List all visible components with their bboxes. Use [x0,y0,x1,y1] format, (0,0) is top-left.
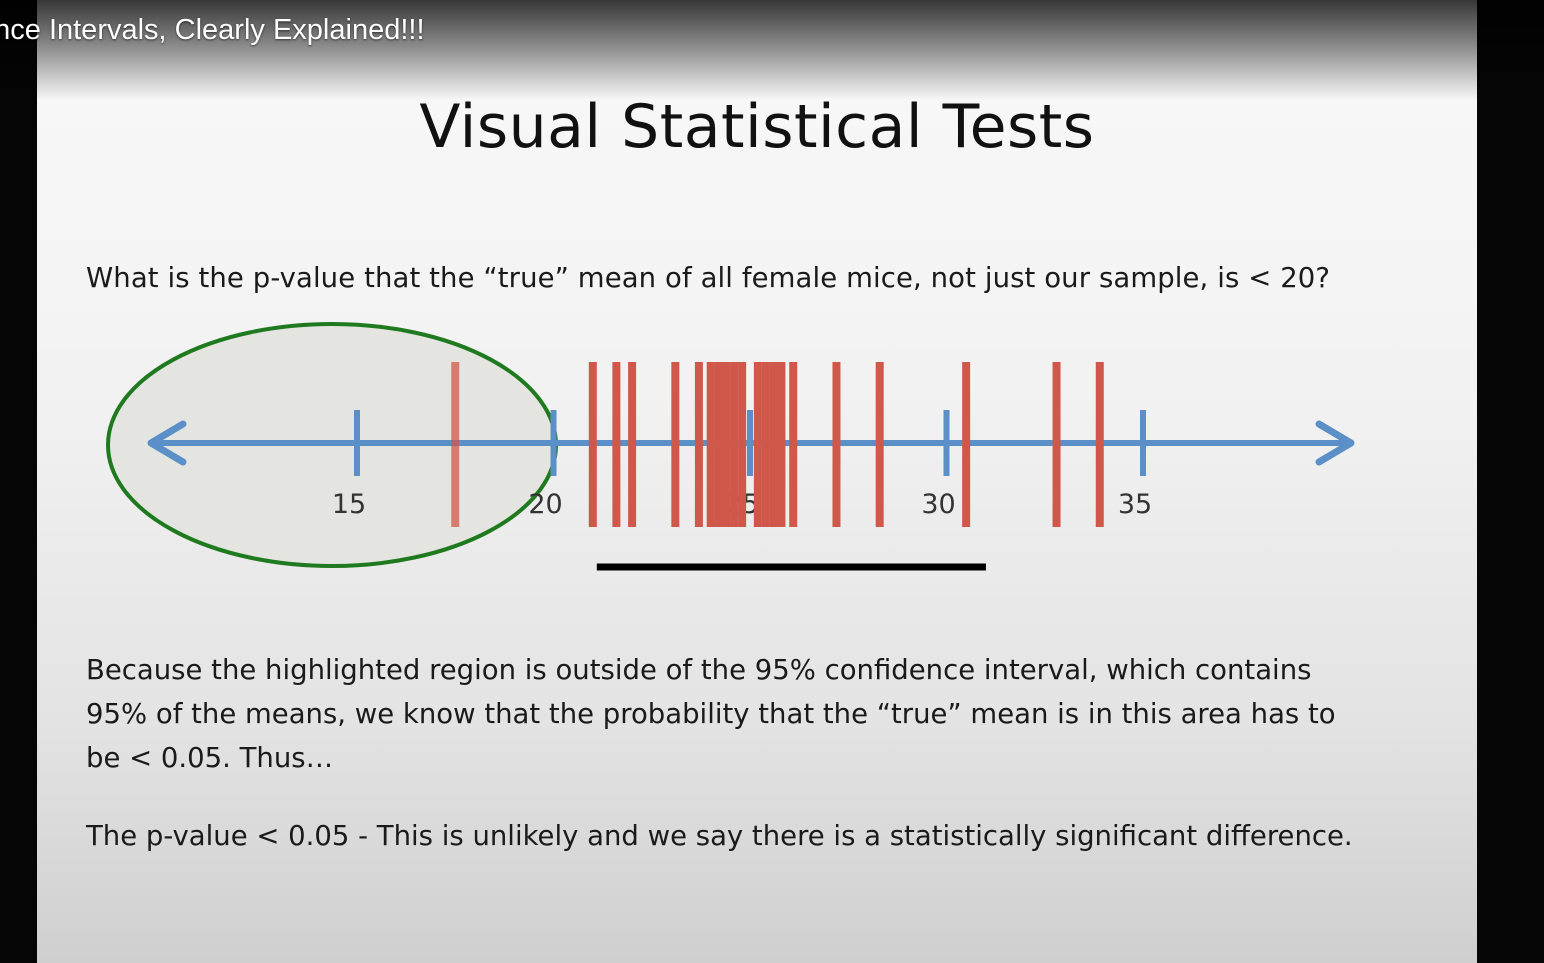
axis-left-arrow [147,420,187,466]
explanation-line: Because the highlighted region is outsid… [86,654,1312,686]
tick-label: 15 [332,489,366,520]
slide-title: Visual Statistical Tests [419,92,1095,162]
conclusion-text: The p-value < 0.05 - This is unlikely an… [86,820,1353,852]
video-letterbox-left [0,0,37,963]
tick-label: 35 [1118,489,1152,520]
video-title[interactable]: ence Intervals, Clearly Explained!!! [0,14,425,46]
explanation-line: 95% of the means, we know that the proba… [86,698,1336,730]
video-letterbox-right [1477,0,1544,963]
slide: Visual Statistical Tests What is the p-v… [37,0,1477,963]
explanation-paragraph: Because the highlighted region is outsid… [86,648,1446,780]
question-text: What is the p-value that the “true” mean… [86,262,1331,294]
tick-label: 30 [921,489,955,520]
number-line-figure: 1520253035 [106,322,1355,571]
explanation-line: be < 0.05. Thus… [86,742,334,774]
tick-label: 20 [528,489,562,520]
axis-right-arrow [1315,420,1355,466]
